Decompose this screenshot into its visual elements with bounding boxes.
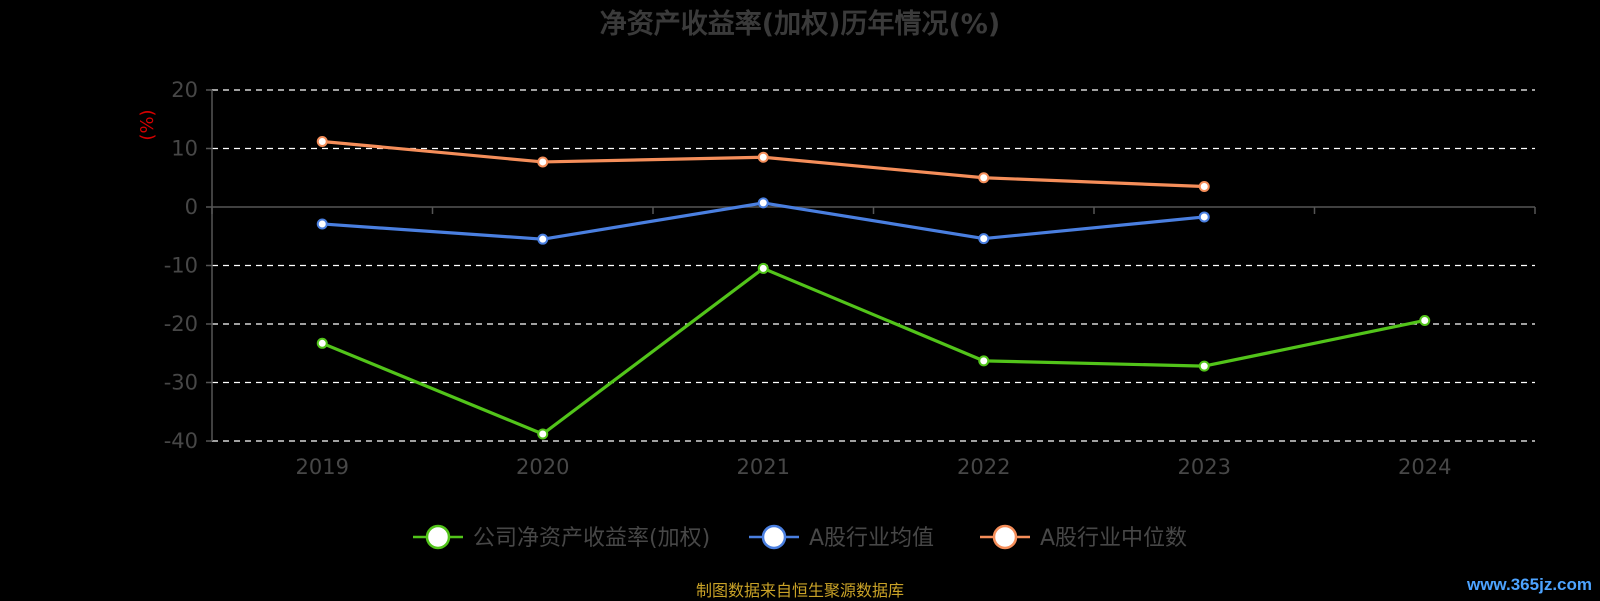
x-tick-label: 2023 bbox=[1178, 455, 1231, 479]
y-tick-label: -10 bbox=[164, 254, 198, 278]
x-tick-label: 2021 bbox=[737, 455, 790, 479]
series-2 bbox=[316, 135, 1210, 193]
series-line bbox=[321, 266, 1426, 436]
data-point[interactable] bbox=[316, 135, 328, 147]
x-tick-label: 2019 bbox=[296, 455, 349, 479]
chart-title: 净资产收益率(加权)历年情况(%) bbox=[600, 8, 1000, 40]
x-tick-label: 2022 bbox=[957, 455, 1010, 479]
legend-label: A股行业均值 bbox=[809, 526, 934, 551]
x-axis-ticks: 2019 2020 2021 2022 2023 2024 bbox=[296, 455, 1452, 479]
y-axis-ticks: 20 10 0 -10 -20 -30 -40 bbox=[164, 78, 212, 453]
watermark: www.365jz.com bbox=[1466, 575, 1592, 594]
y-tick-label: -20 bbox=[164, 312, 198, 336]
data-point[interactable] bbox=[1198, 211, 1210, 223]
data-point[interactable] bbox=[537, 233, 549, 245]
y-tick-label: 20 bbox=[171, 78, 198, 102]
x-tick-label: 2024 bbox=[1398, 455, 1451, 479]
y-axis-label: (%) bbox=[137, 109, 158, 140]
y-tick-label: -30 bbox=[164, 371, 198, 395]
legend-label: 公司净资产收益率(加权) bbox=[473, 526, 710, 551]
legend-swatch-marker bbox=[761, 524, 787, 550]
legend-swatch-marker bbox=[425, 524, 451, 550]
legend[interactable]: 公司净资产收益率(加权) A股行业均值 A股行业中位数 bbox=[413, 524, 1187, 551]
x-tick-label: 2020 bbox=[516, 455, 569, 479]
legend-label: A股行业中位数 bbox=[1040, 526, 1187, 551]
legend-swatch-marker bbox=[992, 524, 1018, 550]
y-tick-label: 0 bbox=[185, 195, 198, 219]
y-tick-label: 10 bbox=[171, 137, 198, 161]
data-point[interactable] bbox=[757, 151, 769, 163]
data-point[interactable] bbox=[537, 428, 549, 440]
y-tick-label: -40 bbox=[164, 429, 198, 453]
data-point[interactable] bbox=[978, 233, 990, 245]
data-point[interactable] bbox=[316, 218, 328, 230]
legend-item-2[interactable]: A股行业中位数 bbox=[980, 524, 1187, 551]
data-point[interactable] bbox=[1198, 181, 1210, 193]
series-0 bbox=[316, 262, 1431, 440]
data-point[interactable] bbox=[757, 197, 769, 209]
data-point[interactable] bbox=[537, 156, 549, 168]
legend-item-1[interactable]: A股行业均值 bbox=[749, 524, 934, 551]
data-point[interactable] bbox=[978, 355, 990, 367]
legend-item-0[interactable]: 公司净资产收益率(加权) bbox=[413, 524, 710, 551]
source-note: 制图数据来自恒生聚源数据库 bbox=[695, 581, 904, 600]
series-group bbox=[316, 135, 1431, 440]
data-point[interactable] bbox=[1419, 314, 1431, 326]
grid-lines bbox=[212, 89, 1535, 442]
data-point[interactable] bbox=[978, 172, 990, 184]
data-point[interactable] bbox=[1198, 360, 1210, 372]
data-point[interactable] bbox=[757, 262, 769, 274]
data-point[interactable] bbox=[316, 337, 328, 349]
series-1 bbox=[316, 197, 1210, 245]
